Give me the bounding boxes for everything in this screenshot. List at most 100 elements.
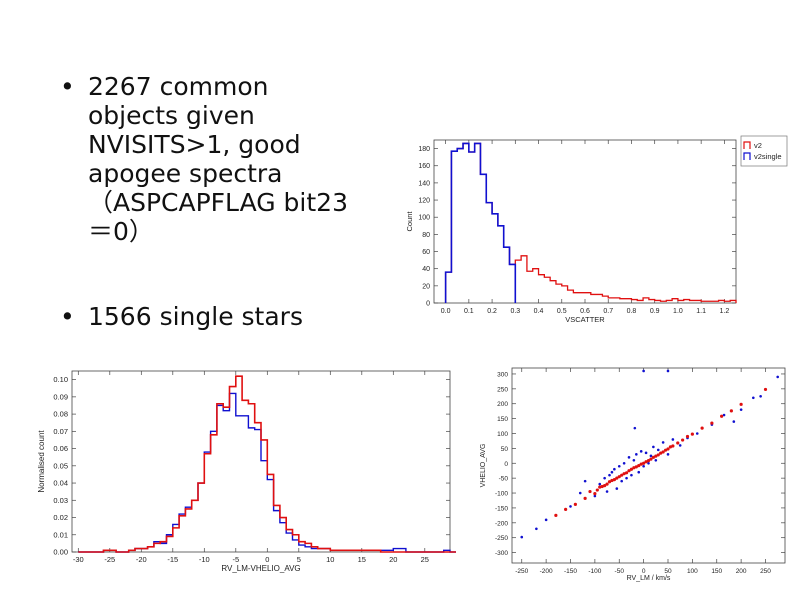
scatter-point [615,487,619,490]
scatter-point [622,472,626,476]
scatter-point [690,432,694,436]
x-tick-label: 0.9 [650,308,660,315]
bullet-dot-icon: • [60,302,75,331]
x-axis-label: RV_LM / km/s [627,575,671,582]
x-tick-label: -150 [564,568,577,575]
y-tick-label: 200 [497,401,508,408]
y-axis-label: Count [405,211,414,232]
y-tick-label: 0.00 [53,548,68,557]
y-tick-label: 250 [497,386,508,393]
y-tick-label: 0.10 [53,375,68,384]
scatter-point [632,458,636,462]
x-tick-label: 250 [760,568,771,575]
scatter-point [634,465,638,469]
scatter-point [652,445,655,449]
scatter-point [583,496,587,500]
scatter-point [654,454,658,458]
y-tick-label: 0.02 [53,513,68,522]
scatter-point [656,453,660,457]
scatter-point [564,507,568,512]
legend-swatch-icon [743,152,751,160]
scatter-point [520,535,524,539]
scatter-point [544,518,548,522]
y-tick-label: 100 [497,431,508,438]
scatter-point [613,467,616,471]
bullet-dot-icon: • [60,72,75,101]
series-step-line-red [78,375,457,553]
rv-diff-histogram-panel: -30 -25 -20 -15 -10 -5 0 5 10 15 20 25 0.00 0.01 0.02 0… [36,362,457,580]
scatter-point [666,447,670,451]
y-tick-label: 0.03 [53,496,68,505]
scatter-point [573,502,577,506]
scatter-point [610,478,614,483]
scatter-series-blue [520,369,779,539]
x-axis-label: VSCATTER [565,315,605,324]
scatter-point [624,471,629,475]
x-tick-label: 0.7 [603,308,613,315]
x-tick-label: 15 [358,555,366,564]
legend-swatch-icon [743,141,751,149]
scatter-point [722,413,726,417]
x-tick-label: 200 [736,568,747,575]
y-tick-label: 180 [418,146,430,153]
legend-entry-label: v2single [754,152,782,161]
scatter-point [583,479,587,483]
scatter-point [739,408,743,411]
scatter-point [595,488,599,492]
legend-box [740,135,788,167]
y-tick-label: 40 [422,266,430,273]
x-tick-label: 0.0 [441,308,451,315]
scatter-point [647,461,650,465]
x-tick-label: -15 [167,555,178,564]
x-tick-label: 25 [421,555,429,564]
x-tick-label: 100 [687,568,698,575]
x-tick-label: 10 [326,555,334,564]
y-tick-label: -200 [495,520,508,527]
scatter-point [620,473,624,477]
scatter-point [681,438,685,442]
vscatter-histogram-panel: 0.0 0.1 0.2 0.3 0.4 0.5 0.6 0.7 0.8 0.9 1.0 1.1 1.2 0… [398,128,788,336]
x-tick-label: 1.0 [673,308,683,315]
bullet-list: • 2267 common objects given NVISITS>1, g… [60,72,360,331]
scatter-point [627,456,631,459]
scatter-point [668,445,673,449]
x-tick-label: 1.2 [720,308,730,315]
y-tick-label: -300 [495,550,508,557]
scatter-point [710,421,714,425]
plot-frame [71,370,451,553]
scatter-point [663,448,668,452]
scatter-point [642,464,645,468]
scatter-point [578,491,582,495]
scatter-point [666,453,670,456]
y-tick-label: 0 [504,461,508,468]
scatter-point [685,434,690,439]
scatter-point [759,394,762,398]
y-tick-label: 0.08 [53,410,68,419]
y-tick-label: 0 [426,301,430,308]
scatter-point [729,409,733,413]
scatter-point [593,494,597,498]
scatter-point [720,414,724,418]
scatter-point [615,476,619,480]
scatter-point [598,482,602,486]
scatter-point [633,426,637,430]
scatter-point [627,469,631,473]
scatter-point [637,464,641,468]
scatter-point [612,478,616,482]
series-step-line-v2 [444,142,737,303]
x-tick-label: 0.5 [557,308,567,315]
scatter-point [603,483,607,488]
y-tick-label: 50 [501,446,509,453]
x-tick-label: -20 [136,555,147,564]
plot-frame [511,367,786,564]
y-tick-label: 160 [418,163,430,170]
y-tick-label: -100 [495,491,508,498]
y-tick-label: 140 [418,180,430,187]
x-tick-label: 0 [642,568,646,575]
scatter-point [656,448,660,452]
y-tick-label: -250 [495,535,508,542]
y-tick-label: 0.05 [53,461,68,470]
x-tick-label: 0.6 [580,308,590,315]
rv-scatter-chart: -250 -200 -150 -100 -50 0 50 100 150 200 250 300 250… [480,367,786,582]
scatter-point [607,480,612,484]
